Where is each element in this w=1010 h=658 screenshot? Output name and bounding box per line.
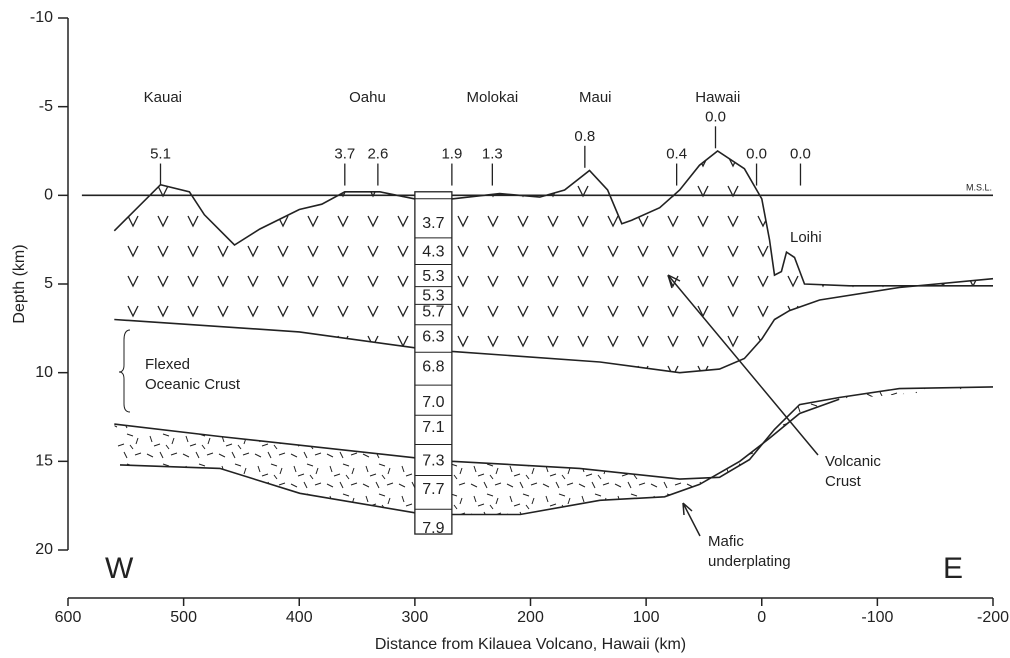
age-label: 1.3 [482, 146, 503, 163]
brace [118, 329, 131, 413]
x-axis-label: Distance from Kilauea Volcano, Hawaii (k… [375, 636, 686, 653]
x-tick-label: 600 [55, 609, 82, 626]
y-tick-label: 15 [35, 453, 53, 470]
y-tick-label: 10 [35, 364, 53, 381]
x-tick-label: -200 [977, 609, 1009, 626]
y-tick-label: 20 [35, 541, 53, 558]
arrow [667, 274, 819, 456]
x-tick-label: -100 [861, 609, 893, 626]
volcanic-label: Crust [825, 473, 862, 490]
flexed-label: Oceanic Crust [145, 376, 241, 393]
island-label: Molokai [467, 89, 519, 106]
loihi-label: Loihi [790, 229, 822, 246]
volcanic-crust [114, 151, 994, 373]
age-label: 0.0 [790, 146, 811, 163]
y-tick-label: -10 [30, 9, 53, 26]
flexed-label: Flexed [145, 356, 190, 373]
x-tick-label: 400 [286, 609, 313, 626]
column-value: 4.3 [422, 243, 444, 260]
age-label: 3.7 [334, 146, 355, 163]
west-label: W [105, 552, 134, 585]
x-tick-label: 300 [402, 609, 429, 626]
column-value: 7.9 [422, 520, 444, 537]
island-label: Kauai [144, 89, 182, 106]
age-label: 0.4 [666, 146, 687, 163]
age-label: 0.8 [574, 128, 595, 145]
column-value: 5.7 [422, 304, 444, 321]
column-value: 7.0 [422, 394, 444, 411]
boundary-line [113, 150, 993, 287]
age-label: 2.6 [367, 146, 388, 163]
column-value: 5.3 [422, 288, 444, 305]
east-label: E [943, 552, 963, 585]
y-tick-label: 0 [44, 187, 53, 204]
y-axis-label: Depth (km) [11, 244, 28, 323]
mafic-label: Mafic [708, 533, 744, 550]
y-tick-label: 5 [44, 275, 53, 292]
column-value: 7.3 [422, 453, 444, 470]
arrow [682, 502, 701, 537]
column-value: 7.7 [422, 481, 444, 498]
column-value: 6.8 [422, 359, 444, 376]
mafic-label: underplating [708, 553, 791, 570]
column [414, 191, 453, 535]
boundary-line [119, 398, 840, 516]
island-label: Maui [579, 89, 612, 106]
column-value: 5.3 [422, 268, 444, 285]
age-label: 5.1 [150, 146, 171, 163]
column-value: 7.1 [422, 419, 444, 436]
age-label: 0.0 [746, 146, 767, 163]
msl-label: M.S.L. [966, 182, 992, 192]
x-tick-label: 100 [633, 609, 660, 626]
y-tick-label: -5 [39, 98, 53, 115]
age-label: 1.9 [441, 146, 462, 163]
x-tick-label: 500 [170, 609, 197, 626]
x-tick-label: 0 [757, 609, 766, 626]
mafic-underplating [114, 386, 994, 515]
volcanic-label: Volcanic [825, 453, 881, 470]
island-label: Hawaii [695, 89, 740, 106]
column-value: 6.3 [422, 328, 444, 345]
column-value: 3.7 [422, 215, 444, 232]
age-label: 0.0 [705, 108, 726, 125]
x-tick-label: 200 [517, 609, 544, 626]
island-label: Oahu [349, 89, 386, 106]
